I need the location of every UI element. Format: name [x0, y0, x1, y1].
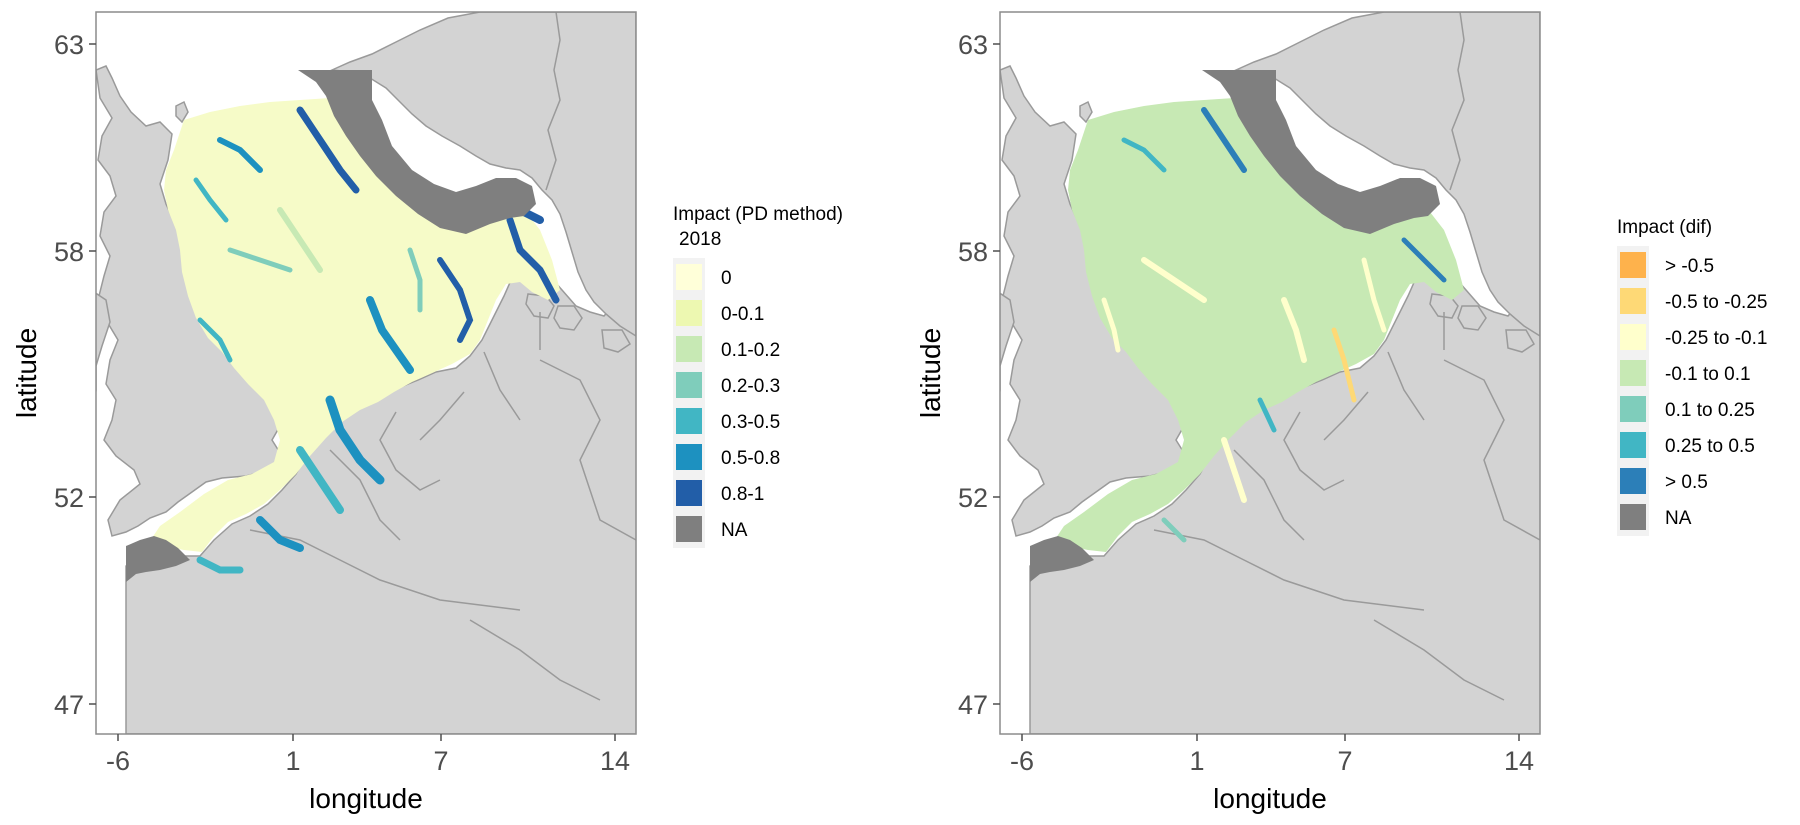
legend-label: -0.1 to 0.1: [1665, 364, 1751, 385]
legend-label: 0.5-0.8: [721, 448, 780, 469]
legend-swatch: [676, 516, 702, 542]
legend-label: NA: [721, 520, 748, 541]
legend-label: -0.5 to -0.25: [1665, 292, 1767, 313]
y-tick-label: 52: [54, 483, 84, 513]
y-tick-label: 58: [958, 237, 988, 267]
y-tick-label: 52: [958, 483, 988, 513]
x-axis-title: longitude: [1213, 783, 1327, 814]
legend-swatch: [1620, 252, 1646, 278]
y-tick-label: 63: [958, 30, 988, 60]
x-tick-label: 14: [600, 746, 630, 776]
legend-swatch: [1620, 360, 1646, 386]
y-axis-title: latitude: [915, 328, 946, 418]
right-legend: Impact (dif) > -0.5 -0.5 to -0.25 -0.25 to…: [1617, 217, 1767, 536]
legend-label: 0.1-0.2: [721, 340, 780, 361]
legend-title: Impact (dif): [1617, 217, 1712, 238]
legend-swatch: [676, 372, 702, 398]
y-tick-label: 47: [54, 690, 84, 720]
legend-swatch: [676, 300, 702, 326]
x-tick-label: 7: [433, 746, 448, 776]
y-tick-label: 63: [54, 30, 84, 60]
legend-swatch: [676, 336, 702, 362]
legend-label: 0.8-1: [721, 484, 764, 505]
panel-border: [999, 11, 1541, 735]
legend-label: NA: [1665, 508, 1692, 529]
legend-label: > -0.5: [1665, 256, 1714, 277]
legend-swatch: [1620, 432, 1646, 458]
x-axis: [117, 734, 616, 741]
legend-label: 0.1 to 0.25: [1665, 400, 1755, 421]
legend-label: > 0.5: [1665, 472, 1708, 493]
legend-swatch: [676, 444, 702, 470]
legend-label: -0.25 to -0.1: [1665, 328, 1767, 349]
x-tick-label: 1: [285, 746, 300, 776]
y-tick-label: 47: [958, 690, 988, 720]
legend-swatch: [1620, 396, 1646, 422]
impact-hotspots: [193, 106, 560, 574]
legend-label: 0: [721, 268, 732, 289]
y-axis-title: latitude: [11, 328, 42, 418]
legend-swatch: [1620, 324, 1646, 350]
legend-swatch: [676, 264, 702, 290]
legend-label: 0.25 to 0.5: [1665, 436, 1755, 457]
x-axis-title: longitude: [309, 783, 423, 814]
legend-swatch: [676, 480, 702, 506]
x-tick-label: -6: [106, 746, 130, 776]
left-legend: Impact (PD method) 2018 0 0-0.1 0.1-0.2 0.2…: [673, 204, 843, 548]
x-axis: [1021, 734, 1520, 741]
x-tick-label: 14: [1504, 746, 1534, 776]
legend-label: 0.3-0.5: [721, 412, 780, 433]
left-map-panel: 63 58 52 47 -6 1 7 14 longitude latitude: [11, 11, 637, 814]
legend-subtitle: 2018: [679, 229, 721, 250]
legend-swatch: [1620, 468, 1646, 494]
legend-title: Impact (PD method): [673, 204, 843, 225]
x-tick-label: 1: [1189, 746, 1204, 776]
y-tick-label: 58: [54, 237, 84, 267]
right-map-panel: 63 58 52 47 -6 1 7 14 longitude latitude: [915, 11, 1541, 814]
x-tick-label: -6: [1010, 746, 1034, 776]
legend-swatch: [676, 408, 702, 434]
legend-label: 0-0.1: [721, 304, 764, 325]
legend-label: 0.2-0.3: [721, 376, 780, 397]
y-axis: [89, 43, 96, 705]
x-tick-label: 7: [1337, 746, 1352, 776]
y-axis: [993, 43, 1000, 705]
legend-swatch: [1620, 288, 1646, 314]
panel-border: [95, 11, 637, 735]
legend-swatch: [1620, 504, 1646, 530]
